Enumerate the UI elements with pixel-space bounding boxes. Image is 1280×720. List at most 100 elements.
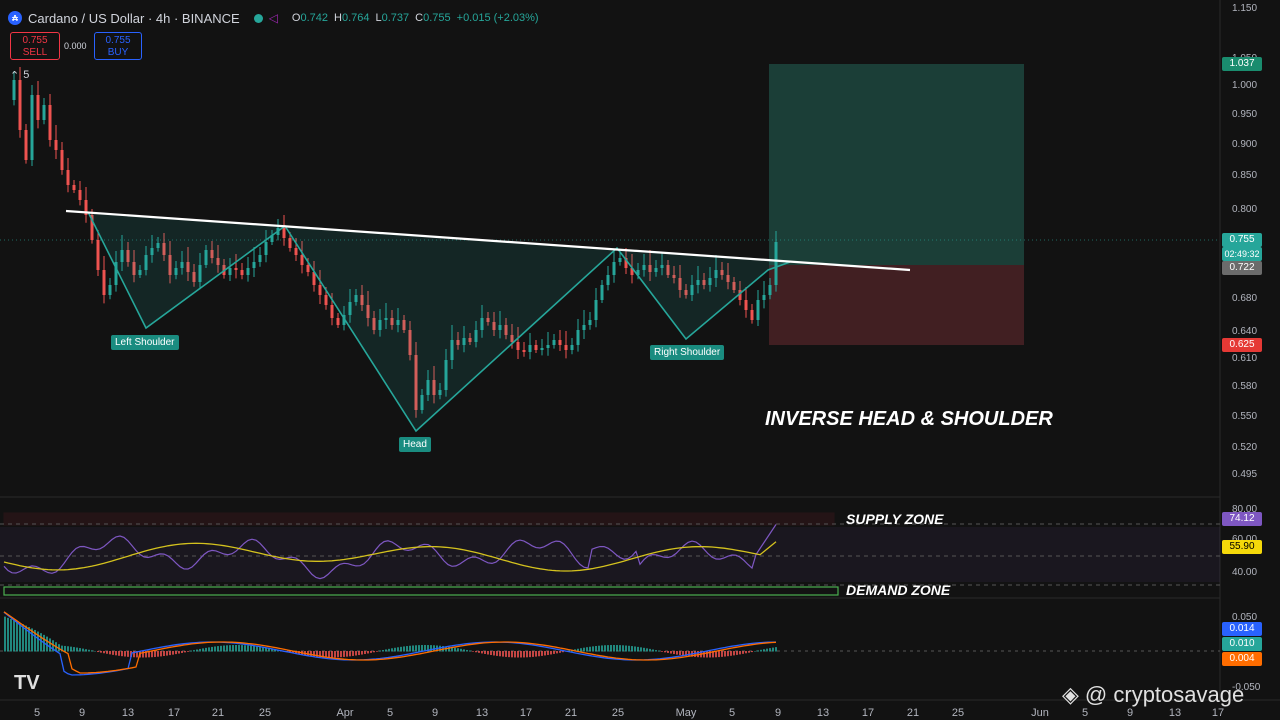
macd-bar (439, 645, 441, 652)
candle-body (246, 268, 250, 275)
share-icon[interactable]: ◁ (268, 11, 278, 25)
candle-body (624, 258, 628, 268)
symbol-title[interactable]: Cardano / US Dollar · 4h · BINANCE (28, 10, 240, 26)
candle-body (66, 170, 70, 185)
candle-body (174, 268, 178, 275)
macd-bar (622, 645, 624, 652)
candle-body (240, 270, 244, 275)
macd-bar (403, 646, 405, 652)
countdown-tag: 02:49:32 (1222, 247, 1262, 261)
demand-zone-box (3, 586, 839, 596)
macd-bar (262, 647, 264, 652)
candle-body (198, 265, 202, 282)
macd-bar (136, 651, 138, 658)
macd-bar (316, 651, 318, 657)
candle-body (372, 318, 376, 330)
sell-button[interactable]: 0.755 SELL (10, 32, 60, 60)
candle-body (288, 238, 292, 248)
macd-tag-a: 0.014 (1222, 622, 1262, 636)
target-price-tag: 1.037 (1222, 57, 1262, 71)
candle-body (12, 80, 16, 100)
macd-bar (649, 648, 651, 652)
time-axis-label: 9 (775, 707, 781, 719)
time-axis-label: Apr (336, 707, 353, 719)
demand-zone-label[interactable]: DEMAND ZONE (846, 582, 951, 598)
macd-bar (739, 651, 741, 655)
time-axis-label: 21 (565, 707, 577, 719)
right-shoulder-label[interactable]: Right Shoulder (650, 345, 725, 360)
candle-body (72, 185, 76, 190)
macd-bar (655, 650, 657, 652)
macd-bar (532, 651, 534, 657)
macd-bar (364, 651, 366, 655)
price-tick-label: 0.520 (1232, 442, 1257, 453)
macd-bar (580, 648, 582, 652)
macd-bar (163, 651, 165, 657)
macd-bar (340, 651, 342, 658)
candle-body (768, 285, 772, 295)
candle-body (546, 345, 550, 348)
rsi-value-tag: 74.12 (1222, 512, 1262, 526)
macd-bar (658, 650, 660, 652)
head-label[interactable]: Head (399, 437, 431, 452)
macd-bar (238, 645, 240, 652)
candle-body (582, 325, 586, 330)
price-tick-label: 1.150 (1232, 3, 1257, 14)
macd-bar (169, 651, 171, 656)
macd-bar (229, 645, 231, 652)
macd-bar (196, 649, 198, 652)
candle-body (48, 105, 52, 140)
macd-bar (253, 645, 255, 652)
candle-body (756, 300, 760, 320)
candle-body (312, 272, 316, 285)
candle-body (426, 380, 430, 395)
macd-bar (40, 633, 42, 652)
candle-body (414, 355, 418, 410)
macd-bar (508, 651, 510, 658)
candle-body (384, 318, 388, 320)
macd-bar (181, 651, 183, 653)
candle-body (264, 242, 268, 255)
macd-bar (652, 649, 654, 652)
buy-button[interactable]: 0.755 BUY (94, 32, 142, 60)
time-axis-label: 5 (1082, 707, 1088, 719)
indicator-count: 5 (23, 69, 30, 81)
candle-body (744, 300, 748, 310)
macd-bar (727, 651, 729, 657)
macd-bar (193, 650, 195, 652)
time-axis-label: 5 (387, 707, 393, 719)
candle-body (120, 250, 124, 262)
macd-bar (295, 651, 297, 654)
time-axis-label: 17 (520, 707, 532, 719)
macd-bar (46, 636, 48, 652)
candle-body (468, 338, 472, 342)
macd-bar (514, 651, 516, 658)
watermark: ◈ @ cryptosavage (1062, 682, 1244, 708)
candle-body (732, 282, 736, 290)
time-axis-label: 17 (168, 707, 180, 719)
supply-zone-label[interactable]: SUPPLY ZONE (846, 511, 944, 527)
price-tick-label: 0.610 (1232, 353, 1257, 364)
candle-body (528, 345, 532, 352)
macd-bar (130, 651, 132, 658)
macd-bar (115, 651, 117, 656)
macd-bar (142, 651, 144, 658)
macd-bar (685, 651, 687, 656)
indicators-toggle[interactable]: ⌃ 5 (10, 69, 29, 82)
macd-bar (226, 645, 228, 652)
macd-bar (190, 650, 192, 652)
macd-bar (448, 646, 450, 652)
pattern-title[interactable]: INVERSE HEAD & SHOULDER (765, 408, 1053, 430)
macd-bar (469, 650, 471, 652)
left-shoulder-label[interactable]: Left Shoulder (111, 335, 179, 350)
tradingview-logo[interactable]: TV (14, 672, 40, 694)
candle-body (282, 228, 286, 238)
macd-bar (763, 649, 765, 652)
macd-bar (676, 651, 678, 655)
candle-body (132, 262, 136, 275)
candle-body (762, 295, 766, 300)
macd-bar (463, 649, 465, 652)
macd-bar (85, 649, 87, 652)
